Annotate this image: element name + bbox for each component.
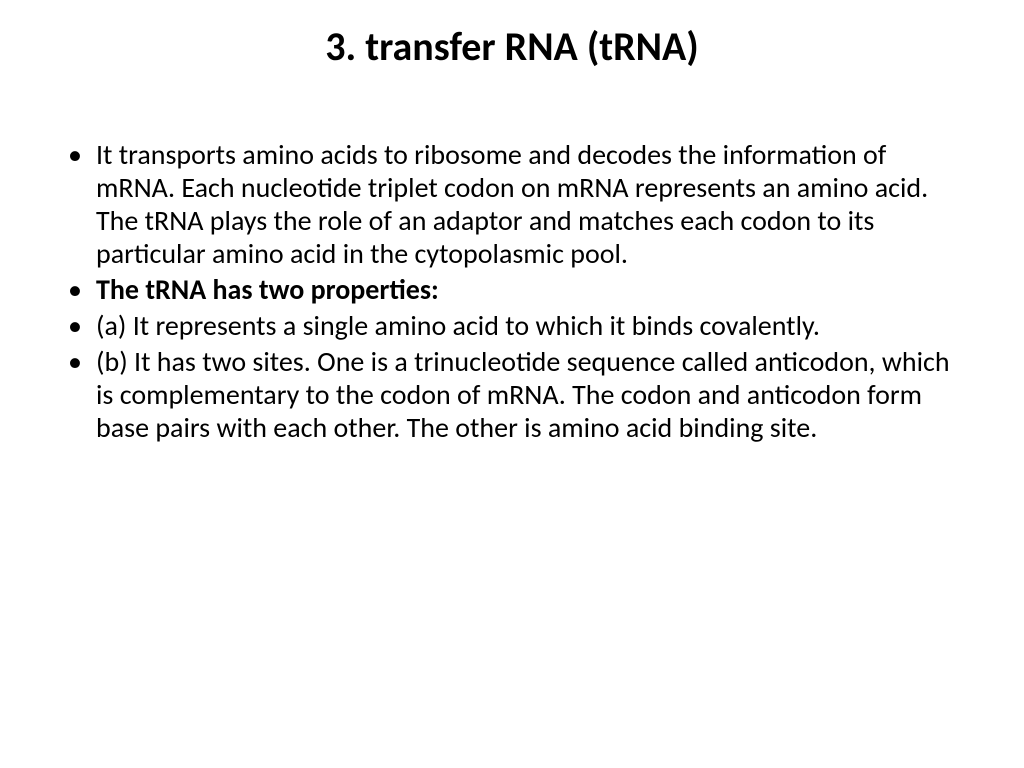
bullet-text: (b) It has two sites. One is a trinucleo… bbox=[96, 344, 950, 445]
slide-body: It transports amino acids to ribosome an… bbox=[58, 138, 966, 444]
bullet-item: The tRNA has two properties: bbox=[58, 273, 966, 306]
bullet-text: (a) It represents a single amino acid to… bbox=[96, 308, 820, 343]
bullet-text: The tRNA has two properties: bbox=[96, 272, 439, 307]
slide-title: 3. transfer RNA (tRNA) bbox=[58, 24, 966, 70]
bullet-item: (a) It represents a single amino acid to… bbox=[58, 309, 966, 342]
bullet-text: It transports amino acids to ribosome an… bbox=[96, 137, 928, 271]
slide: 3. transfer RNA (tRNA) It transports ami… bbox=[0, 0, 1024, 768]
bullet-item: (b) It has two sites. One is a trinucleo… bbox=[58, 345, 966, 444]
bullet-item: It transports amino acids to ribosome an… bbox=[58, 138, 966, 270]
